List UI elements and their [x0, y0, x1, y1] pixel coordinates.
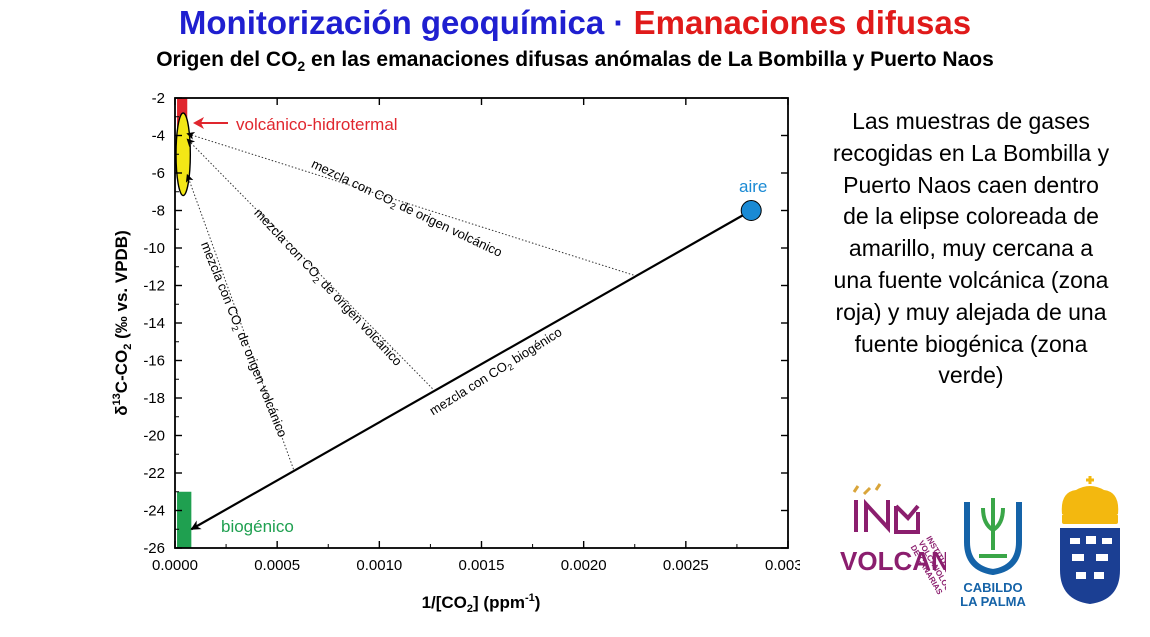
x-tick-label: 0.0000	[152, 557, 198, 574]
y-tick-label: -12	[143, 278, 165, 295]
involcan-wordmark: VOLCAN	[840, 546, 946, 576]
shield-icon	[1060, 528, 1120, 604]
volcanic-mixing-line-2	[186, 138, 433, 389]
cabildo-logo: CABILDO LA PALMA	[960, 498, 1026, 609]
annotation-volcanic: volcánico-hidrotermal	[236, 115, 398, 134]
region-biogenic	[177, 491, 192, 548]
y-tick-label: -2	[152, 90, 165, 107]
y-tick-label: -20	[143, 428, 165, 445]
x-tick-label: 0.0010	[356, 557, 402, 574]
plot-frame	[174, 97, 789, 549]
canarias-coat-of-arms-logo	[1060, 476, 1120, 604]
volcanic-mixing-label-3: mezcla con CO2 de origen volcánico	[196, 239, 290, 440]
isotope-chart: 0.0000 0.0005 0.0010 0.0015 0.0020 0.0025 0.00…	[111, 90, 800, 615]
subtitle-pre: Origen del CO	[156, 48, 298, 71]
cabildo-shield-icon	[964, 502, 1022, 576]
cabildo-plant-icon	[979, 498, 1007, 558]
y-tick-label: -8	[152, 203, 165, 220]
islands-icon	[1070, 536, 1112, 579]
volcanic-mixing-label-2: mezcla con CO2 de origen volcánico	[250, 205, 405, 370]
y-tick-label: -14	[143, 315, 165, 332]
subtitle-post: en las emanaciones difusas anómalas de L…	[305, 48, 994, 71]
y-tick-label: -4	[152, 128, 165, 145]
x-tick-label: 0.0005	[254, 557, 300, 574]
explanation-text: Las muestras de gases recogidas en La Bo…	[832, 108, 1110, 389]
x-tick-label: 0.0030	[765, 557, 800, 574]
x-tick-label: 0.0015	[459, 557, 505, 574]
x-tick-label: 0.0025	[663, 557, 709, 574]
x-axis-title: 1/[CO2] (ppm-1)	[422, 592, 541, 615]
volcanic-pointer-arrow-icon	[193, 117, 204, 129]
volcanic-mixing-label-1: mezcla con CO2 de origen volcánico	[308, 156, 504, 262]
title-part-1: Monitorización geoquímica ·	[178, 4, 625, 41]
x-tick-label: 0.0020	[561, 557, 607, 574]
page-title: Monitorización geoquímica · Emanaciones …	[0, 4, 1150, 42]
y-tick-label: -22	[143, 465, 165, 482]
cabildo-line-1: CABILDO	[963, 580, 1022, 595]
annotation-air: aire	[739, 177, 767, 196]
y-tick-label: -24	[143, 503, 165, 520]
crown-icon	[1061, 476, 1119, 524]
page-subtitle: Origen del CO2 en las emanaciones difusa…	[0, 47, 1150, 79]
biogenic-mixing-label: mezcla con CO2 biogénico	[427, 324, 566, 420]
biogenic-mixing-line	[190, 209, 752, 531]
y-axis-title: δ13C-CO2 (‰ vs. VPDB)	[111, 230, 134, 416]
y-tick-label: -18	[143, 390, 165, 407]
involcan-shape-icon	[854, 498, 920, 534]
title-part-2: Emanaciones difusas	[633, 4, 972, 41]
involcan-rays-icon	[852, 483, 882, 496]
y-tick-label: -26	[143, 540, 165, 557]
involcan-logo: VOLCAN INSTITUTO VOLCANOLÓGICO DE CANARI…	[840, 483, 946, 605]
annotation-biogenic: biogénico	[221, 517, 294, 536]
y-tick-label: -16	[143, 353, 165, 370]
volcanic-mixing-line-1	[186, 131, 637, 277]
y-tick-label: -6	[152, 165, 165, 182]
cabildo-line-2: LA PALMA	[960, 594, 1026, 609]
y-tick-label: -10	[143, 240, 165, 257]
air-point	[740, 200, 762, 221]
subtitle-sub: 2	[297, 58, 306, 75]
